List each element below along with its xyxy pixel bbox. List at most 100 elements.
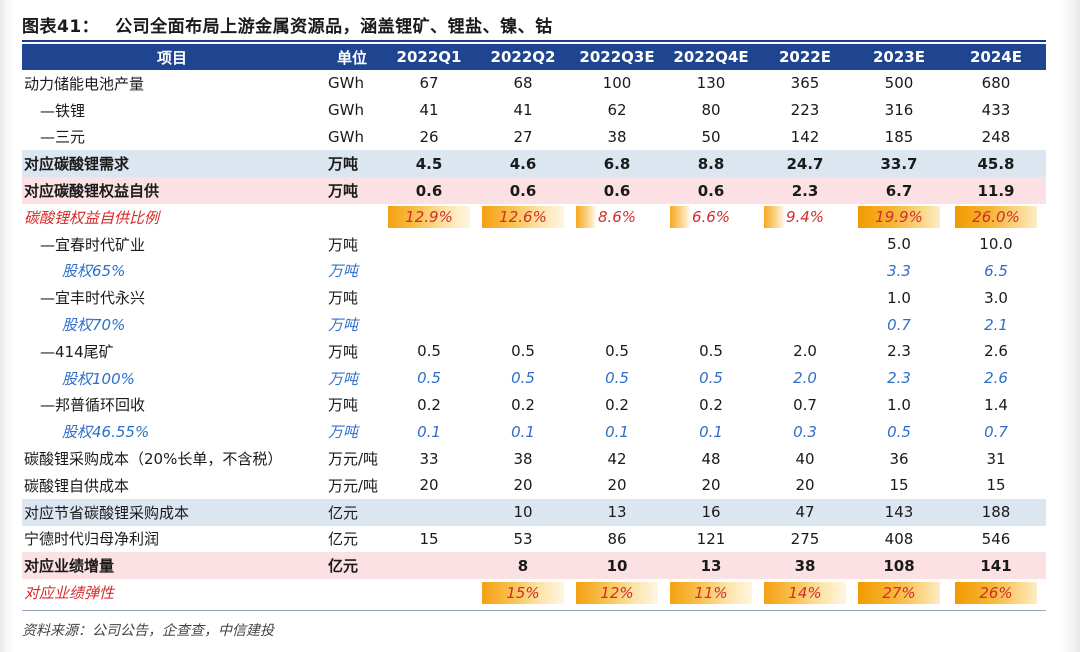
cell	[664, 258, 758, 285]
table-row: 动力储能电池产量 GWh 67 68 100 130 365 500 680	[22, 70, 1046, 97]
row-unit: 万吨	[328, 316, 359, 335]
cell-databar: 26.0%	[946, 204, 1046, 231]
cell: 0.2	[699, 395, 723, 414]
cell: 62	[607, 101, 627, 120]
cell: 40	[795, 449, 815, 468]
row-unit: 万吨	[322, 177, 382, 204]
row-label: 对应碳酸锂需求	[22, 150, 322, 178]
cell: 0.7	[793, 395, 817, 414]
cell: 408	[884, 529, 914, 548]
cell: 0.5	[887, 422, 911, 441]
cell: 41	[513, 101, 533, 120]
cell: 41	[419, 101, 439, 120]
row-unit: 万吨	[328, 396, 359, 415]
cell: 680	[981, 74, 1011, 93]
cell	[382, 311, 476, 338]
cell: 108	[852, 552, 946, 580]
cell: 38	[607, 127, 627, 146]
cell: 2.1	[984, 315, 1008, 334]
row-label: 股权46.55%	[62, 423, 150, 442]
cell: 546	[981, 529, 1011, 548]
cell: 8	[476, 552, 570, 580]
cell: 142	[790, 127, 820, 146]
cell: 6.5	[984, 261, 1008, 280]
header-2022q1: 2022Q1	[382, 44, 476, 70]
table-row-equity: 股权65% 万吨 3.3 6.5	[22, 258, 1046, 285]
cell: 4.5	[382, 150, 476, 178]
cell: 26	[419, 127, 439, 146]
cell	[382, 552, 476, 580]
cell-databar: 26%	[946, 579, 1046, 606]
table-row-equity: 股权100% 万吨 0.5 0.5 0.5 0.5 2.0 2.3 2.6	[22, 365, 1046, 392]
cell: 143	[852, 498, 946, 526]
table-row-highlight: 对应碳酸锂权益自供 万吨 0.6 0.6 0.6 0.6 2.3 6.7 11.…	[22, 177, 1046, 204]
cell: 2.3	[758, 177, 852, 204]
cell: 10	[570, 552, 664, 580]
header-2022e: 2022E	[758, 44, 852, 70]
row-unit: 万吨	[328, 289, 359, 308]
table-row: —铁锂 GWh 41 41 62 80 223 316 433	[22, 97, 1046, 124]
cell: 11.9	[946, 177, 1046, 204]
table-row: 碳酸锂采购成本（20%长单，不含税） 万元/吨 33 38 42 48 40 3…	[22, 445, 1046, 472]
table-row: 碳酸锂自供成本 万元/吨 20 20 20 20 20 15 15	[22, 472, 1046, 499]
cell: 0.5	[605, 342, 629, 361]
source-note: 资料来源：公司公告，企查查，中信建投	[22, 623, 274, 639]
cell	[476, 258, 570, 285]
cell: 24.7	[758, 150, 852, 178]
cell	[664, 311, 758, 338]
cell: 275	[790, 529, 820, 548]
cell: 80	[701, 101, 721, 120]
table-header-row: 项目 单位 2022Q1 2022Q2 2022Q3E 2022Q4E 2022…	[22, 44, 1046, 70]
row-label: 股权70%	[62, 316, 126, 335]
table-row: —宜丰时代永兴 万吨 1.0 3.0	[22, 284, 1046, 311]
cell: 0.5	[605, 369, 629, 388]
cell: 248	[981, 127, 1011, 146]
table-row-highlight: 对应节省碳酸锂采购成本 亿元 10 13 16 47 143 188	[22, 498, 1046, 526]
cell: 27	[513, 127, 533, 146]
table-row-highlight: 对应业绩增量 亿元 8 10 13 38 108 141	[22, 552, 1046, 580]
cell: 5.0	[887, 235, 911, 254]
row-label: —414尾矿	[40, 342, 114, 361]
cell-databar: 12.6%	[476, 204, 570, 231]
cell: 2.3	[887, 369, 911, 388]
cell-databar: 12.9%	[382, 204, 476, 231]
cell: 33.7	[852, 150, 946, 178]
cell: 16	[664, 498, 758, 526]
cell: 0.6	[664, 177, 758, 204]
cell-databar: 9.4%	[758, 204, 852, 231]
cell	[476, 311, 570, 338]
row-unit: 亿元	[328, 530, 359, 549]
data-bar: 15%	[482, 581, 564, 604]
table-row: —414尾矿 万吨 0.5 0.5 0.5 0.5 2.0 2.3 2.6	[22, 338, 1046, 365]
data-bar: 6.6%	[670, 206, 752, 229]
cell: 36	[889, 449, 909, 468]
cell: 10	[476, 498, 570, 526]
data-bar: 8.6%	[576, 206, 658, 229]
cell	[570, 311, 664, 338]
cell: 2.6	[984, 369, 1008, 388]
cell: 121	[696, 529, 726, 548]
header-2022q2: 2022Q2	[476, 44, 570, 70]
row-unit: 万吨	[328, 369, 359, 388]
row-unit: 亿元	[322, 498, 382, 526]
cell: 130	[696, 74, 726, 93]
cell	[758, 311, 852, 338]
table-row-ratio: 对应业绩弹性 15% 12% 11% 14% 27% 26%	[22, 579, 1046, 606]
table-row: —宜春时代矿业 万吨 5.0 10.0	[22, 231, 1046, 258]
row-label: 股权100%	[62, 369, 135, 388]
cell: 1.4	[984, 395, 1008, 414]
cell: 10.0	[979, 235, 1013, 254]
cell: 15	[986, 476, 1006, 495]
cell: 67	[419, 74, 439, 93]
row-label: —邦普循环回收	[40, 396, 146, 415]
data-bar: 27%	[858, 581, 940, 604]
row-label: —铁锂	[40, 101, 86, 120]
table-row: —邦普循环回收 万吨 0.2 0.2 0.2 0.2 0.7 1.0 1.4	[22, 392, 1046, 419]
cell: 2.6	[984, 342, 1008, 361]
data-bar: 12.9%	[388, 206, 470, 229]
cell: 15	[419, 529, 439, 548]
row-label: 动力储能电池产量	[24, 74, 145, 93]
cell: 2.0	[793, 342, 817, 361]
row-label: 对应碳酸锂权益自供	[22, 177, 322, 204]
row-unit: GWh	[328, 74, 364, 93]
